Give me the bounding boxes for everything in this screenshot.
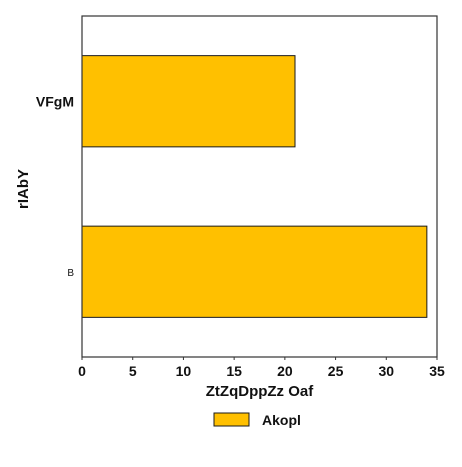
x-tick-label: 10 [176,363,192,379]
y-axis-title: rIAbY [15,169,32,209]
category-label-b: B [67,268,74,279]
x-axis-title: ZtZqDppZz Oaf [206,383,314,400]
x-tick-label: 5 [129,363,137,379]
x-tick-label: 20 [277,363,293,379]
bar-vfgm [81,55,296,148]
category-label-vfgm: VFgM [36,93,74,109]
x-tick-label: 25 [328,363,344,379]
bar-b [81,225,428,318]
legend-label: Akopl [262,412,301,428]
legend: Akopl [213,412,301,428]
x-tick-label: 30 [378,363,394,379]
bars-layer [81,55,428,318]
legend-swatch [213,412,250,427]
plot-frame [81,15,438,358]
x-tick-label: 0 [78,363,86,379]
x-tick-label: 15 [226,363,242,379]
category-labels: VFgM B [36,93,74,279]
x-axis-ticks: 0 5 10 15 20 25 30 35 [78,357,445,379]
x-tick-label: 35 [429,363,445,379]
